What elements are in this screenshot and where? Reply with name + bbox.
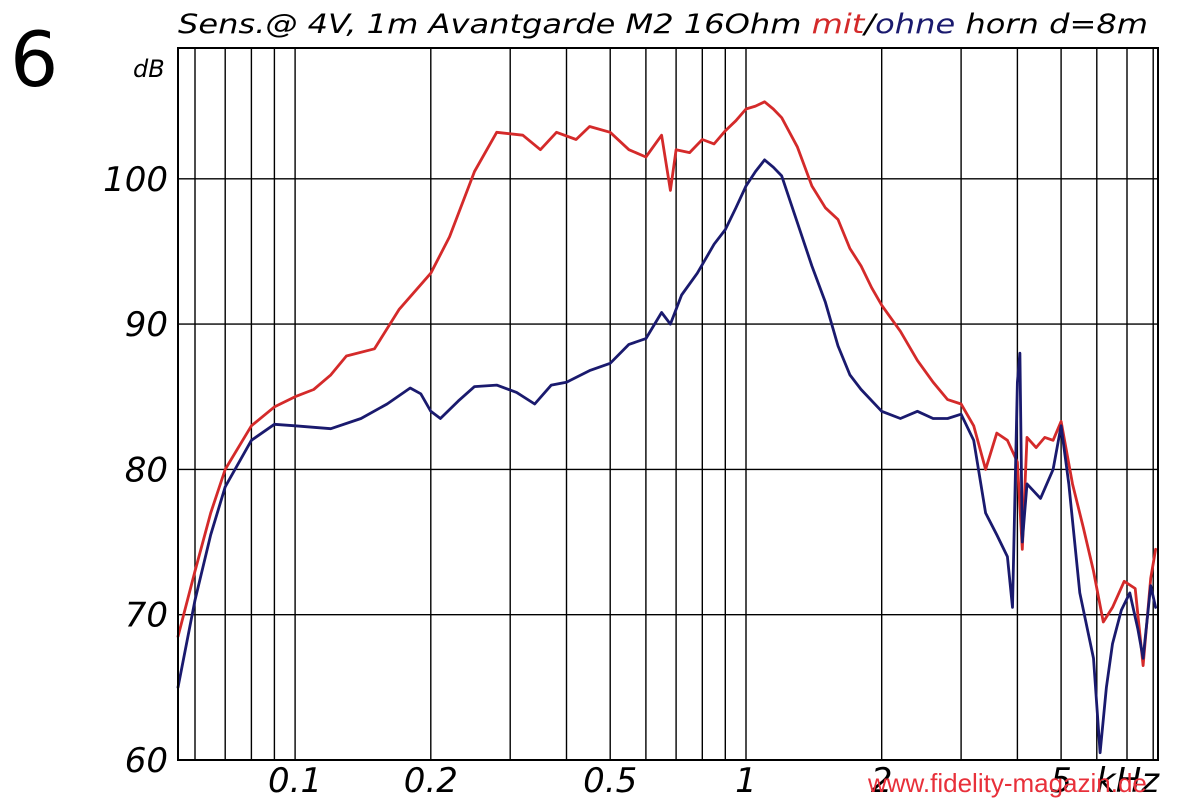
y-axis-unit-label: dB	[133, 55, 165, 83]
x-tick-label: 5	[1050, 761, 1072, 800]
x-tick-label: 1	[735, 761, 757, 800]
y-tick-labels: 60 70 80 90 100	[103, 160, 168, 781]
chart-title: Sens.@ 4V, 1m Avantgarde M2 16Ohm mit/oh…	[178, 9, 1148, 40]
x-tick-labels: 0.1 0.2 0.5 1 2 5	[268, 761, 1072, 800]
figure-number: 6	[10, 15, 59, 104]
title-mit-legend: mit	[812, 9, 866, 40]
series-line-mit	[176, 100, 1157, 667]
y-tick-label: 70	[125, 596, 168, 636]
watermark-text: www.fidelity-magazin.de	[867, 768, 1147, 798]
plot-frame	[177, 47, 1159, 761]
x-tick-label: 0.2	[404, 761, 458, 800]
title-tail: horn d=8m	[955, 9, 1148, 40]
x-axis-unit-label: kHz	[1096, 761, 1160, 800]
title-slash: /	[862, 9, 879, 40]
series-layer	[176, 100, 1157, 755]
y-tick-label: 60	[125, 741, 168, 781]
series-line-ohne	[176, 158, 1157, 755]
x-tick-label: 0.5	[583, 761, 637, 800]
y-tick-label: 100	[103, 160, 168, 200]
title-main: Sens.@ 4V, 1m Avantgarde M2 16Ohm	[178, 9, 812, 40]
x-tick-label: 0.1	[268, 761, 322, 800]
title-ohne-legend: ohne	[875, 9, 955, 40]
y-tick-label: 80	[125, 450, 168, 490]
x-tick-label: 2	[871, 761, 893, 800]
chart-grid	[178, 48, 1158, 761]
y-tick-label: 90	[125, 305, 168, 345]
